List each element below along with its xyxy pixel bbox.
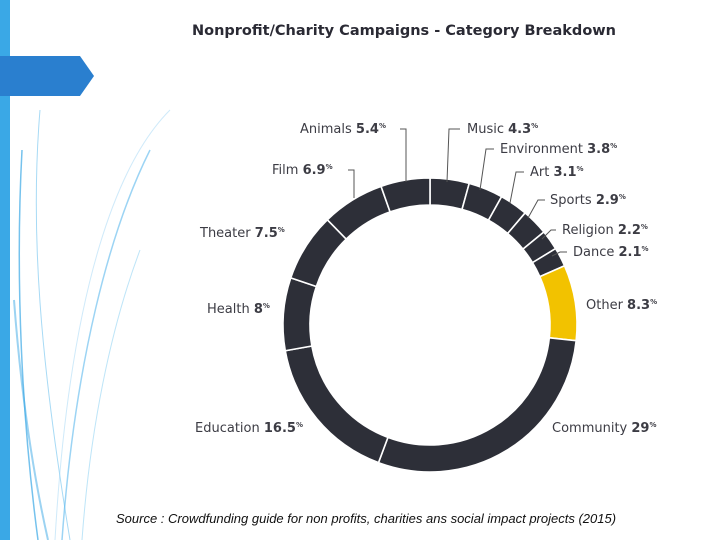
slice-community — [377, 336, 578, 473]
leader-environment — [479, 148, 494, 191]
chart-title: Nonprofit/Charity Campaigns - Category B… — [192, 23, 616, 39]
slice-labels: Music 4.3% Environment 3.8% Art 3.1% Sports… — [195, 122, 657, 436]
label-dance: Dance 2.1% — [573, 245, 649, 260]
slices — [282, 177, 578, 473]
left-accent-bar — [0, 0, 10, 540]
leader-film — [348, 169, 355, 198]
slice-education — [284, 345, 389, 464]
slice-other — [538, 264, 578, 342]
label-education: Education 16.5% — [195, 421, 303, 436]
label-environment: Environment 3.8% — [500, 142, 617, 157]
leader-animals — [400, 128, 407, 182]
label-animals: Animals 5.4% — [300, 122, 386, 137]
slice-health — [282, 276, 318, 352]
label-film: Film 6.9% — [272, 163, 333, 178]
source-note: Source : Crowdfunding guide for non prof… — [116, 511, 617, 526]
label-sports: Sports 2.9% — [550, 193, 626, 208]
leader-music — [446, 128, 460, 183]
label-other: Other 8.3% — [586, 298, 657, 313]
label-art: Art 3.1% — [530, 165, 584, 180]
label-religion: Religion 2.2% — [562, 223, 648, 238]
label-community: Community 29% — [552, 421, 656, 436]
label-health: Health 8% — [207, 302, 270, 317]
label-theater: Theater 7.5% — [199, 226, 285, 241]
accent-tab — [0, 56, 94, 96]
leader-dance — [551, 251, 567, 257]
leader-religion — [541, 229, 556, 240]
leader-sports — [527, 199, 545, 219]
leader-art — [509, 171, 524, 204]
leader-lines — [348, 128, 567, 257]
label-music: Music 4.3% — [467, 122, 538, 137]
slice-animals — [380, 177, 431, 213]
